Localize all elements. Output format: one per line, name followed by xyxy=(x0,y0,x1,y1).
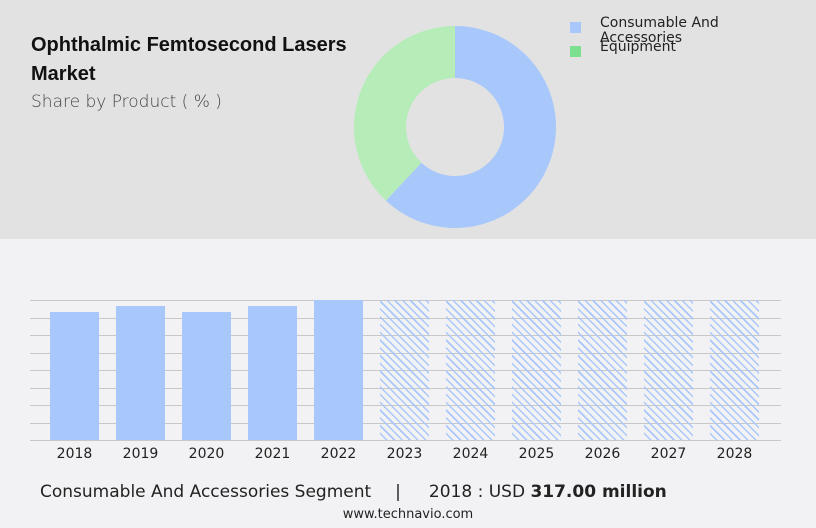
bar-2028 xyxy=(710,300,759,440)
donut-slice-equipment xyxy=(354,26,455,201)
bar-2025 xyxy=(512,300,561,440)
bar-2019 xyxy=(116,306,165,440)
segment-value: 317.00 million xyxy=(530,482,667,502)
x-tick-label: 2018 xyxy=(56,446,93,462)
segment-summary: Consumable And Accessories Segment | 2018 … xyxy=(40,482,667,502)
x-tick-label: 2021 xyxy=(254,446,291,462)
separator: | xyxy=(395,482,401,502)
page-title: Ophthalmic Femtosecond Lasers Market xyxy=(31,34,347,85)
legend-swatch-blue xyxy=(570,22,581,33)
segment-label: Consumable And Accessories Segment xyxy=(40,482,372,502)
x-tick-label: 2026 xyxy=(584,446,621,462)
bar-2024 xyxy=(446,300,495,440)
bar-2020 xyxy=(182,312,231,440)
donut-slice-consumable-and-accessories xyxy=(385,26,556,228)
x-tick-label: 2019 xyxy=(122,446,159,462)
chart-subtitle: Share by Product ( % ) xyxy=(31,92,222,112)
x-tick-label: 2027 xyxy=(650,446,687,462)
x-tick-label: 2020 xyxy=(188,446,225,462)
bar-2026 xyxy=(578,300,627,440)
x-tick-label: 2023 xyxy=(386,446,423,462)
legend-swatch-green xyxy=(570,46,581,57)
x-tick-label: 2028 xyxy=(716,446,753,462)
bar-2023 xyxy=(380,300,429,440)
x-tick-label: 2024 xyxy=(452,446,489,462)
year-label: 2018 : USD xyxy=(428,482,526,502)
bar-2018 xyxy=(50,312,99,440)
source-link[interactable]: www.technavio.com xyxy=(342,507,474,522)
bar-2021 xyxy=(248,306,297,440)
x-tick-label: 2025 xyxy=(518,446,555,462)
donut-chart xyxy=(354,26,556,228)
bar-2022 xyxy=(314,300,363,440)
x-tick-label: 2022 xyxy=(320,446,357,462)
gridline xyxy=(30,440,781,441)
bar-2027 xyxy=(644,300,693,440)
